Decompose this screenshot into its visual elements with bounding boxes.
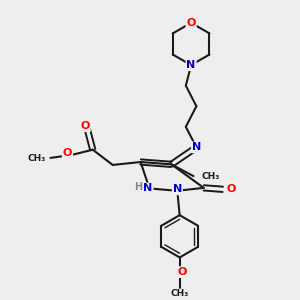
Text: H: H (134, 182, 142, 192)
Text: CH₃: CH₃ (170, 290, 189, 298)
Text: N: N (143, 183, 153, 194)
Text: N: N (192, 142, 201, 152)
Text: N: N (187, 60, 196, 70)
Text: N: N (173, 184, 182, 194)
Text: O: O (178, 267, 187, 277)
Text: O: O (186, 18, 196, 28)
Text: O: O (63, 148, 72, 158)
Text: O: O (226, 184, 236, 194)
Text: CH₃: CH₃ (202, 172, 220, 181)
Text: O: O (80, 121, 90, 131)
Text: CH₃: CH₃ (28, 154, 46, 163)
